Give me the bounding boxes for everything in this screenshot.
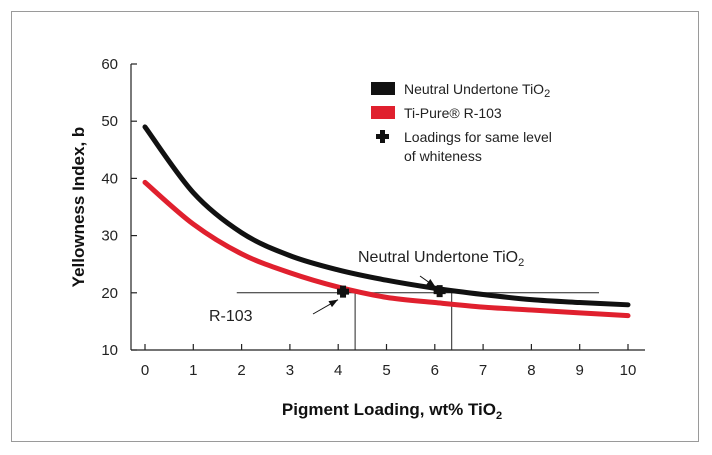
series-line-neutral-undertone bbox=[142, 124, 631, 308]
series-line-r103 bbox=[142, 179, 631, 319]
x-tick-label: 1 bbox=[189, 362, 197, 379]
x-tick-label: 4 bbox=[334, 362, 342, 379]
y-tick-label: 60 bbox=[101, 56, 118, 73]
x-tick-label: 10 bbox=[620, 362, 637, 379]
series-lines bbox=[142, 124, 631, 319]
legend: Neutral Undertone TiO2 Ti-Pure® R-103 Lo… bbox=[371, 81, 552, 164]
x-axis-title: Pigment Loading, wt% TiO2 bbox=[282, 400, 502, 422]
annotation-neutral: Neutral Undertone TiO2 bbox=[358, 249, 524, 269]
annotation-r103: R-103 bbox=[209, 308, 253, 325]
legend-swatch-neutral bbox=[371, 82, 395, 95]
arrow-neutral-head bbox=[426, 279, 436, 288]
legend-marker-plus-icon bbox=[376, 130, 389, 143]
x-tick-label: 5 bbox=[382, 362, 390, 379]
legend-swatch-r103 bbox=[371, 106, 395, 119]
x-tick-label: 3 bbox=[286, 362, 294, 379]
x-tick-label: 9 bbox=[576, 362, 584, 379]
arrow-r103-head bbox=[328, 299, 339, 308]
y-tick-label: 50 bbox=[101, 113, 118, 130]
y-axis-title: Yellowness Index, b bbox=[69, 127, 88, 288]
whiteness-marker-1 bbox=[433, 285, 446, 298]
axes bbox=[130, 64, 645, 351]
x-tick-label: 2 bbox=[237, 362, 245, 379]
legend-label-neutral: Neutral Undertone TiO2 bbox=[404, 81, 550, 100]
y-tick-label: 30 bbox=[101, 228, 118, 245]
annotations: Neutral Undertone TiO2 R-103 bbox=[209, 249, 524, 325]
y-tick-label: 40 bbox=[101, 170, 118, 187]
x-tick-label: 6 bbox=[431, 362, 439, 379]
x-ticks: 0 1 2 3 4 5 6 7 8 9 10 bbox=[141, 344, 637, 379]
legend-label-r103: Ti-Pure® R-103 bbox=[404, 105, 502, 121]
whiteness-marker-0 bbox=[337, 285, 350, 298]
y-tick-label: 10 bbox=[101, 342, 118, 359]
legend-label-markers-line1: Loadings for same level bbox=[404, 129, 552, 145]
x-tick-label: 0 bbox=[141, 362, 149, 379]
legend-label-markers-line2: of whiteness bbox=[404, 148, 482, 164]
x-tick-label: 8 bbox=[527, 362, 535, 379]
x-tick-label: 7 bbox=[479, 362, 487, 379]
whiteness-markers bbox=[312, 275, 446, 315]
y-tick-label: 20 bbox=[101, 285, 118, 302]
chart-frame bbox=[11, 11, 699, 442]
y-ticks: 10 20 30 40 50 60 bbox=[101, 56, 137, 359]
